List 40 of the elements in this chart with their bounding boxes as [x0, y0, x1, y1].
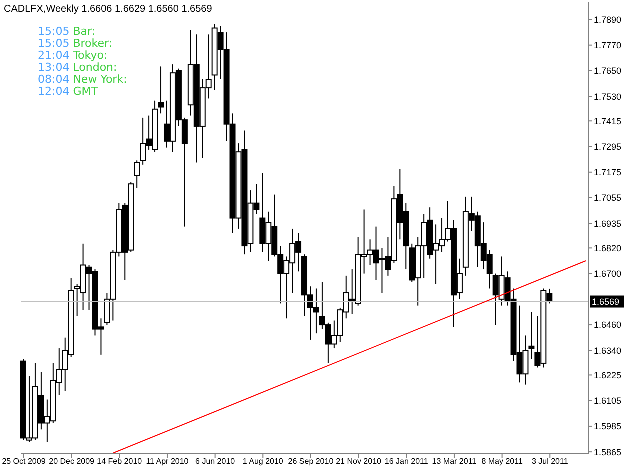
- y-tick-label: 1.7175: [594, 168, 622, 178]
- y-tick-label: 1.7650: [594, 66, 622, 76]
- annotation: 15:05 Bar:: [38, 25, 96, 38]
- y-tick-label: 1.6105: [594, 396, 622, 406]
- x-tick-label: 11 Apr 2010: [146, 457, 190, 466]
- candlestick: [134, 160, 140, 189]
- y-tick-label: 1.7530: [594, 92, 622, 102]
- annotation: 21:04 Tokyo:: [38, 49, 108, 62]
- y-tick-label: 1.5865: [594, 447, 622, 458]
- y-tick-label: 1.7415: [594, 116, 622, 126]
- candlestick: [528, 312, 535, 360]
- x-tick-label: 8 May 2011: [482, 457, 524, 466]
- x-tick-label: 1 Aug 2010: [242, 457, 284, 466]
- y-tick-label: 1.6700: [594, 268, 622, 279]
- y-tick-label: 1.7890: [594, 14, 622, 25]
- x-tick-label: 21 Nov 2010: [336, 457, 382, 466]
- x-tick-label: 20 Dec 2009: [49, 457, 96, 466]
- x-tick-label: 14 Feb 2010: [97, 457, 143, 466]
- y-tick-label: 1.6935: [594, 218, 622, 229]
- annotation: 08:04 New York:: [38, 73, 128, 86]
- chart-title: CADLFX,Weekly 1.6606 1.6629 1.6560 1.6569: [4, 4, 212, 15]
- y-tick-label: 1.7295: [594, 142, 622, 152]
- y-tick-label: 1.5985: [594, 422, 622, 432]
- y-tick-label: 1.6460: [594, 320, 622, 330]
- candlestick: [158, 66, 164, 114]
- x-tick-label: 26 Sep 2010: [288, 457, 334, 466]
- ref-line-label: 1.6569: [592, 296, 620, 307]
- x-tick-label: 13 Mar 2011: [432, 457, 478, 466]
- x-tick-label: 3 Jul 2011: [532, 457, 569, 466]
- annotation: 12:04 GMT: [38, 85, 98, 98]
- x-tick-label: 25 Oct 2009: [2, 457, 46, 466]
- x-tick-label: 6 Jun 2010: [196, 457, 236, 466]
- y-tick-label: 1.6225: [594, 370, 622, 380]
- y-tick-label: 1.7055: [594, 193, 622, 204]
- annotation: 13:04 London:: [38, 61, 118, 74]
- y-tick-label: 1.6820: [594, 243, 622, 254]
- x-tick-label: 16 Jan 2011: [384, 457, 429, 466]
- y-tick-label: 1.7770: [594, 40, 622, 51]
- annotation: 15:05 Broker:: [38, 37, 113, 50]
- y-tick-label: 1.6340: [594, 346, 622, 356]
